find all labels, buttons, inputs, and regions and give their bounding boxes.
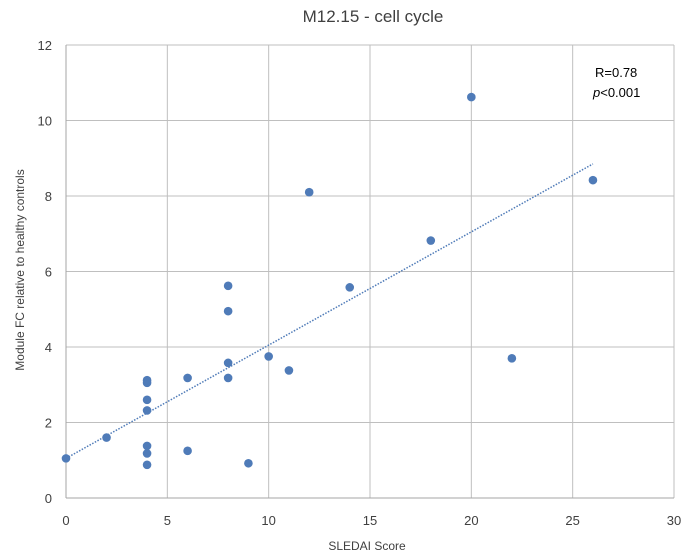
y-axis-label: Module FC relative to healthy controls bbox=[13, 169, 27, 370]
grid-lines bbox=[66, 44, 675, 498]
y-tick-label: 4 bbox=[45, 340, 52, 355]
data-point bbox=[142, 375, 152, 385]
data-point bbox=[142, 449, 152, 458]
tick-labels: 0 2 4 6 8 10 12 0 5 10 15 20 25 30 bbox=[38, 38, 682, 528]
data-point bbox=[61, 454, 71, 463]
data-point bbox=[304, 187, 314, 197]
x-tick-label: 5 bbox=[164, 513, 171, 528]
data-point bbox=[142, 395, 152, 405]
data-point bbox=[345, 283, 355, 292]
data-point bbox=[223, 306, 233, 316]
x-axis-label: SLEDAI Score bbox=[328, 539, 406, 553]
data-point bbox=[183, 373, 192, 383]
data-point bbox=[507, 354, 517, 363]
data-point bbox=[183, 446, 192, 456]
data-point bbox=[142, 460, 152, 470]
chart-title: M12.15 - cell cycle bbox=[303, 7, 444, 26]
y-tick-label: 10 bbox=[38, 114, 52, 129]
axes bbox=[65, 45, 674, 499]
x-tick-label: 15 bbox=[363, 513, 377, 528]
data-point bbox=[142, 441, 152, 451]
x-tick-label: 25 bbox=[565, 513, 579, 528]
data-point bbox=[244, 458, 253, 468]
data-point bbox=[102, 433, 111, 442]
y-tick-label: 2 bbox=[45, 416, 52, 431]
data-point bbox=[142, 406, 152, 415]
x-tick-label: 10 bbox=[261, 513, 275, 528]
correlation-annotation: R=0.78 bbox=[595, 65, 637, 80]
p-value-symbol: p bbox=[592, 85, 600, 100]
y-tick-label: 6 bbox=[45, 265, 52, 280]
data-point bbox=[223, 373, 233, 383]
x-tick-label: 30 bbox=[667, 513, 681, 528]
data-point bbox=[264, 352, 273, 361]
y-tick-label: 8 bbox=[45, 189, 52, 204]
data-point bbox=[284, 366, 294, 375]
data-point bbox=[223, 358, 233, 368]
data-point bbox=[426, 236, 436, 245]
data-point bbox=[588, 175, 598, 185]
data-points bbox=[61, 92, 598, 470]
p-value-text: <0.001 bbox=[600, 85, 640, 100]
p-value-annotation: p<0.001 bbox=[592, 85, 640, 100]
data-point bbox=[467, 92, 476, 102]
y-tick-label: 0 bbox=[45, 491, 52, 506]
x-tick-label: 20 bbox=[464, 513, 478, 528]
data-point bbox=[223, 281, 233, 291]
x-tick-label: 0 bbox=[62, 513, 69, 528]
y-tick-label: 12 bbox=[38, 38, 52, 53]
